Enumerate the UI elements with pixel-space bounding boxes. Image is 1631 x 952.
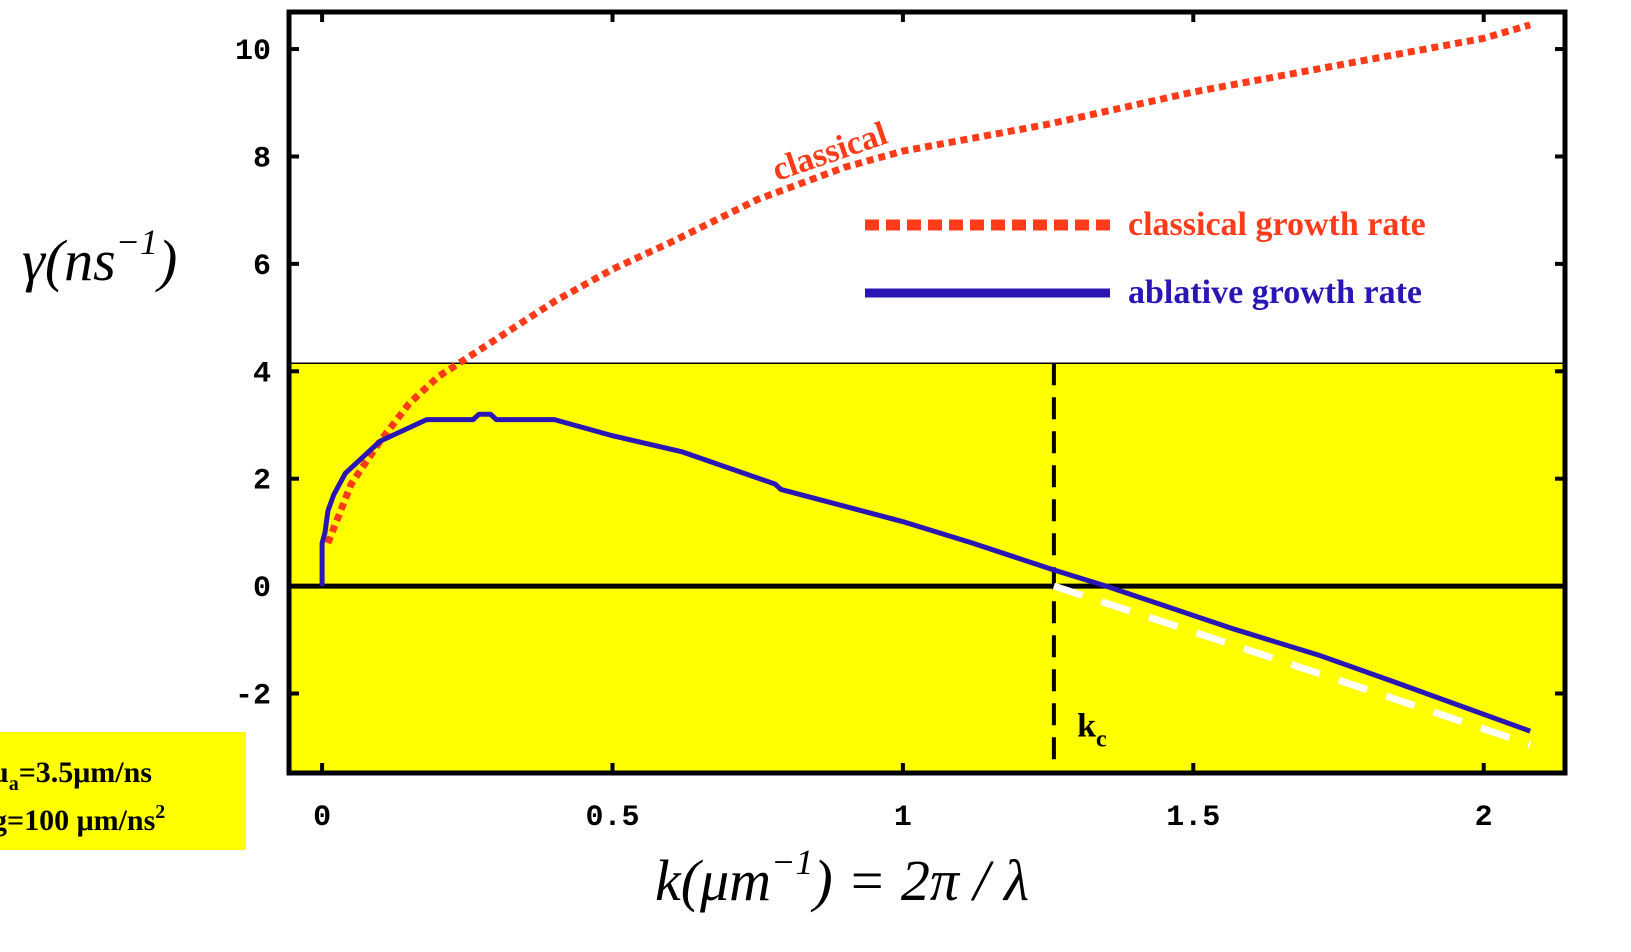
y-axis-label: γ(ns−1) (22, 222, 177, 293)
inset-sub: a (9, 773, 19, 795)
x-label-tail: ) = 2π / λ (810, 848, 1029, 913)
y-tick-label: 10 (235, 35, 271, 69)
x-tick-label: 0 (313, 801, 331, 835)
inset-text: g=100 μm/ns (0, 804, 155, 837)
inset-text: =3.5μm/ns (19, 756, 152, 789)
y-tick-label: 4 (253, 357, 271, 391)
series-line (319, 411, 1532, 734)
y-label-sup: −1 (116, 222, 158, 262)
y-tick-label: 6 (253, 250, 271, 284)
inset-sup: 2 (155, 801, 165, 823)
y-tick-label: 2 (253, 465, 271, 499)
annotation-text: k (1077, 707, 1096, 744)
inset-line: ua=3.5μm/ns (0, 756, 152, 795)
y-tick-label: -2 (235, 680, 271, 714)
series-line (1052, 582, 1532, 748)
x-tick-label: 1 (894, 801, 912, 835)
annotation: classical (768, 115, 893, 189)
x-axis-label: k(μm−1) = 2π / λ (655, 842, 1029, 913)
x-label-base: k(μm (655, 848, 771, 913)
inset-box (0, 732, 246, 850)
plot-frame (286, 9, 1568, 776)
shaded-region (289, 363, 1565, 773)
x-tick-label: 2 (1475, 801, 1493, 835)
y-label-tail: ) (155, 228, 177, 293)
x-tick-label: 0.5 (585, 801, 639, 835)
plot-layer (289, 362, 1565, 773)
annotation-text: classical (768, 115, 893, 189)
y-tick-label: 0 (253, 572, 271, 606)
inset-line: g=100 μm/ns2 (0, 801, 165, 837)
annotation-sub: c (1096, 726, 1107, 752)
y-tick-label: 8 (253, 142, 271, 176)
legend-label: ablative growth rate (1128, 274, 1422, 311)
annotation: kc (1077, 707, 1107, 752)
legend-label: classical growth rate (1128, 206, 1426, 243)
series-line (324, 21, 1532, 545)
x-tick-label: 1.5 (1166, 801, 1220, 835)
x-label-sup: −1 (771, 842, 813, 882)
inset-text: u (0, 756, 9, 789)
y-label-base: γ(ns (22, 228, 116, 293)
